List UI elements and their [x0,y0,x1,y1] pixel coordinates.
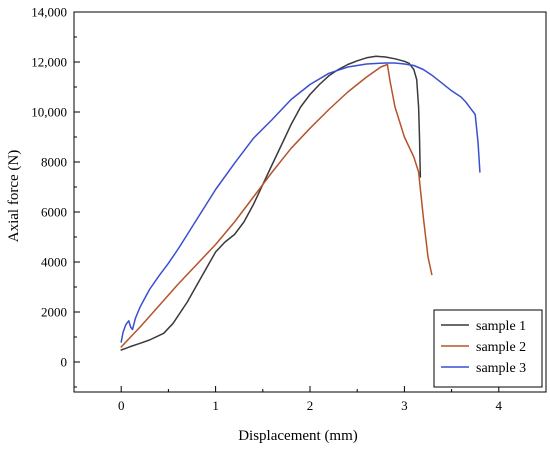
legend-label: sample 3 [476,361,526,376]
x-tick-label: 2 [307,398,314,413]
series-line-sample-2 [120,63,433,348]
tick-layer: 0 1 2 3 4 0 2000 4000 6000 8000 10,000 12,000 14,000 [31,5,547,413]
y-tick-label: 4000 [41,255,67,270]
legend-label: sample 2 [476,340,526,355]
y-tick-label: 10,000 [31,105,67,120]
y-tick-label: 0 [61,355,68,370]
series-line-sample-1 [120,55,422,351]
x-tick-label: 4 [496,398,503,413]
y-tick-label: 14,000 [31,5,67,20]
legend-label: sample 1 [476,319,526,334]
x-axis-title: Displacement (mm) [238,428,358,444]
x-tick-label: 3 [401,398,408,413]
x-tick-label: 1 [212,398,219,413]
legend-box [433,309,543,388]
legend: sample 1 sample 2 sample 3 [433,309,543,388]
y-tick-label: 12,000 [31,55,67,70]
series-line-sample-3 [120,62,481,343]
y-tick-label: 8000 [41,155,67,170]
y-tick-label: 6000 [41,205,67,220]
x-tick-label: 0 [118,398,125,413]
y-axis-title: Axial force (N) [6,150,22,242]
y-tick-label: 2000 [41,305,67,320]
series-layer [120,55,481,351]
